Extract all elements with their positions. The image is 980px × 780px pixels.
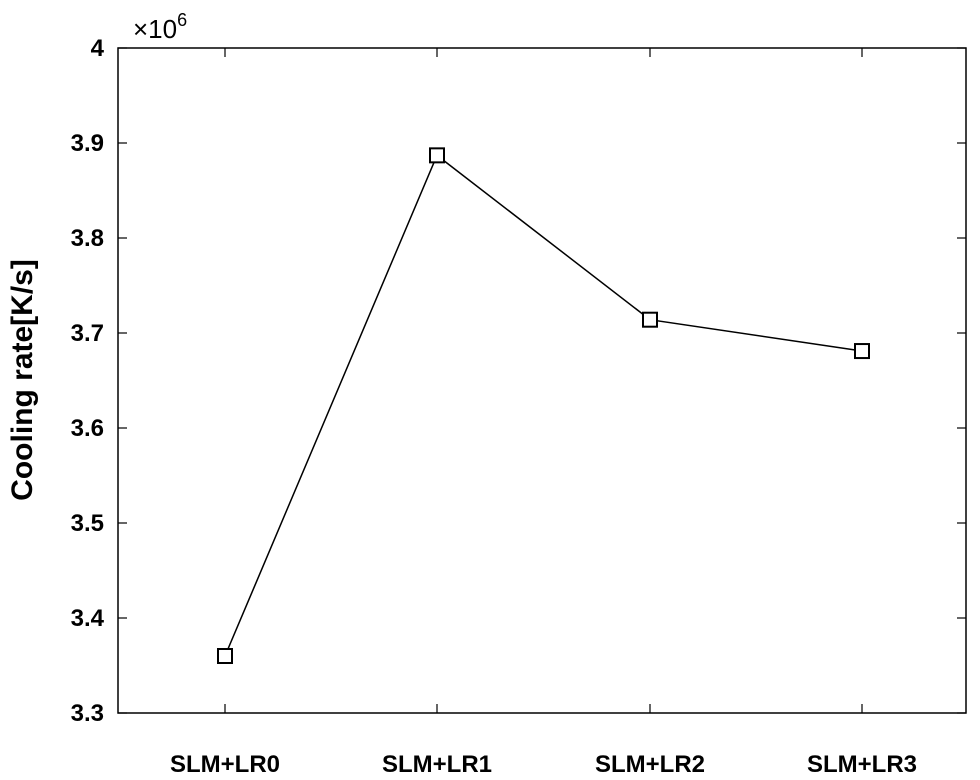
series-line <box>224 154 863 657</box>
x-tick-label: SLM+LR0 <box>170 751 280 778</box>
x-tick-label: SLM+LR3 <box>807 751 917 778</box>
y-tick-label: 3.9 <box>71 130 104 157</box>
y-tick-label: 3.6 <box>71 415 104 442</box>
y-tick-label: 3.4 <box>71 605 105 632</box>
x-tick-label: SLM+LR1 <box>382 751 492 778</box>
plot-area <box>117 47 967 714</box>
data-series <box>217 147 870 664</box>
x-axis-ticks: SLM+LR0 SLM+LR1 SLM+LR2 SLM+LR3 <box>170 48 917 778</box>
data-point-marker <box>642 311 658 328</box>
data-point-marker <box>854 343 870 360</box>
y-axis-ticks: 3.3 3.4 3.5 3.6 3.7 3.8 3.9 4 <box>71 35 966 727</box>
x-tick-label: SLM+LR2 <box>595 751 705 778</box>
y-tick-label: 3.7 <box>71 320 104 347</box>
y-tick-label: 3.3 <box>71 700 104 727</box>
data-point-marker <box>429 147 445 164</box>
y-tick-label: 4 <box>91 35 105 62</box>
y-axis-label: Cooling rate[K/s] <box>6 259 39 501</box>
y-multiplier: ×106 <box>133 10 187 44</box>
y-tick-label: 3.5 <box>71 510 104 537</box>
y-multiplier-base: ×10 <box>133 14 177 44</box>
y-tick-label: 3.8 <box>71 225 104 252</box>
data-point-marker <box>217 648 233 664</box>
y-multiplier-exponent: 6 <box>177 10 187 30</box>
